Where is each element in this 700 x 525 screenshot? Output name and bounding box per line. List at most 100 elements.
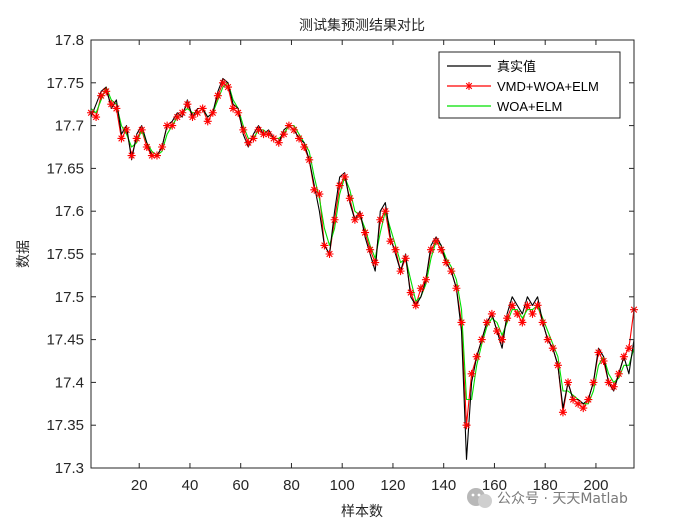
data-point-star xyxy=(218,78,227,87)
data-point-star xyxy=(259,130,268,139)
x-tick-label: 140 xyxy=(431,477,456,494)
data-point-star xyxy=(173,113,182,122)
data-point-star xyxy=(97,91,106,100)
data-point-star xyxy=(244,138,253,147)
data-point-star xyxy=(569,395,578,404)
data-point-star xyxy=(340,172,349,181)
data-point-star xyxy=(492,327,501,336)
chart-title: 测试集预测结果对比 xyxy=(299,17,425,34)
data-point-star xyxy=(538,318,547,327)
data-point-star xyxy=(513,309,522,318)
data-point-star xyxy=(264,130,273,139)
data-point-star xyxy=(391,245,400,254)
data-point-star xyxy=(503,314,512,323)
data-point-star xyxy=(249,134,258,143)
data-point-star xyxy=(127,151,136,160)
data-point-star xyxy=(462,421,471,430)
data-point-star xyxy=(254,125,263,134)
data-point-star xyxy=(269,134,278,143)
data-point-star xyxy=(158,143,167,151)
legend-label-woa-elm: WOA+ELM xyxy=(497,99,562,114)
data-point-star xyxy=(421,275,430,284)
data-point-star xyxy=(376,215,385,224)
data-point-star xyxy=(619,352,628,361)
data-point-star xyxy=(452,284,461,293)
data-point-star xyxy=(122,125,131,134)
y-tick-label: 17.55 xyxy=(46,246,84,263)
data-point-star xyxy=(350,215,359,224)
data-point-star xyxy=(132,134,141,143)
x-tick-label: 40 xyxy=(182,477,199,494)
data-point-star xyxy=(609,382,618,391)
data-point-star xyxy=(361,228,370,237)
data-point-star xyxy=(427,245,436,254)
data-point-star xyxy=(102,87,111,96)
data-point-star xyxy=(137,125,146,134)
data-point-star xyxy=(523,301,532,310)
ticks-layer: 20 40 60 80 100 120 140 160 180 200 17.3 17.35 17.4 1… xyxy=(46,32,634,494)
wechat-icon xyxy=(467,488,492,508)
data-point-star xyxy=(284,121,293,130)
data-point-star xyxy=(411,301,420,310)
x-tick-label: 60 xyxy=(232,477,249,494)
y-tick-label: 17.4 xyxy=(55,374,84,391)
y-tick-label: 17.5 xyxy=(55,289,84,306)
data-point-star xyxy=(325,250,334,258)
data-point-star xyxy=(330,215,339,224)
data-point-star xyxy=(208,108,217,117)
data-point-star xyxy=(482,318,491,327)
y-tick-label: 17.65 xyxy=(46,160,84,177)
legend-star-mark xyxy=(465,82,473,90)
legend: 真实值 VMD+WOA+ELM WOA+ELM xyxy=(438,51,621,119)
watermark: 公众号 · 天天Matlab xyxy=(467,488,628,508)
data-point-star xyxy=(229,104,238,113)
data-point-star xyxy=(477,335,486,344)
data-point-star xyxy=(604,378,613,387)
data-point-star xyxy=(386,237,395,246)
data-point-star xyxy=(487,309,496,318)
data-point-star xyxy=(224,83,233,92)
y-tick-label: 17.6 xyxy=(55,203,84,220)
data-point-star xyxy=(518,318,527,327)
y-tick-label: 17.45 xyxy=(46,332,84,349)
data-point-star xyxy=(289,125,298,134)
data-point-star xyxy=(548,344,557,353)
data-point-star xyxy=(442,258,451,267)
data-point-star xyxy=(498,335,507,344)
x-tick-label: 120 xyxy=(380,477,405,494)
x-tick-label: 80 xyxy=(283,477,300,494)
y-tick-label: 17.8 xyxy=(55,32,84,49)
data-point-star xyxy=(381,207,390,216)
x-tick-label: 180 xyxy=(533,477,558,494)
legend-marker-star xyxy=(465,82,473,90)
data-point-star xyxy=(396,267,405,276)
data-point-star xyxy=(183,100,192,109)
data-point-star xyxy=(508,301,517,310)
data-point-star xyxy=(589,378,598,387)
data-point-star xyxy=(193,108,202,117)
data-point-star xyxy=(553,361,562,370)
data-point-star xyxy=(345,194,354,203)
data-point-star xyxy=(579,404,588,413)
y-axis-label: 数据 xyxy=(16,240,32,268)
data-point-star xyxy=(335,181,344,190)
data-point-star xyxy=(107,100,116,109)
data-point-star xyxy=(305,155,314,164)
data-point-star xyxy=(437,245,446,254)
data-point-star xyxy=(543,335,552,344)
data-point-star xyxy=(533,301,542,310)
series-line-0 xyxy=(90,77,635,460)
data-point-star xyxy=(198,104,207,113)
data-point-star xyxy=(320,241,329,250)
data-point-star xyxy=(558,408,567,417)
y-tick-label: 17.35 xyxy=(46,417,84,434)
data-point-star xyxy=(371,258,380,267)
data-point-star xyxy=(178,108,187,117)
data-point-star xyxy=(416,284,425,293)
data-point-star xyxy=(584,395,593,404)
data-point-star xyxy=(152,151,161,160)
data-point-star xyxy=(355,211,364,220)
data-point-star xyxy=(614,369,623,378)
data-point-star xyxy=(564,378,573,387)
